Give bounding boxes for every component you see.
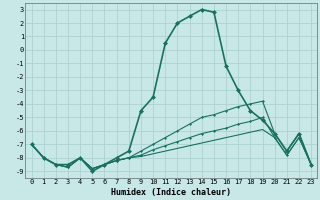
X-axis label: Humidex (Indice chaleur): Humidex (Indice chaleur) xyxy=(111,188,231,197)
